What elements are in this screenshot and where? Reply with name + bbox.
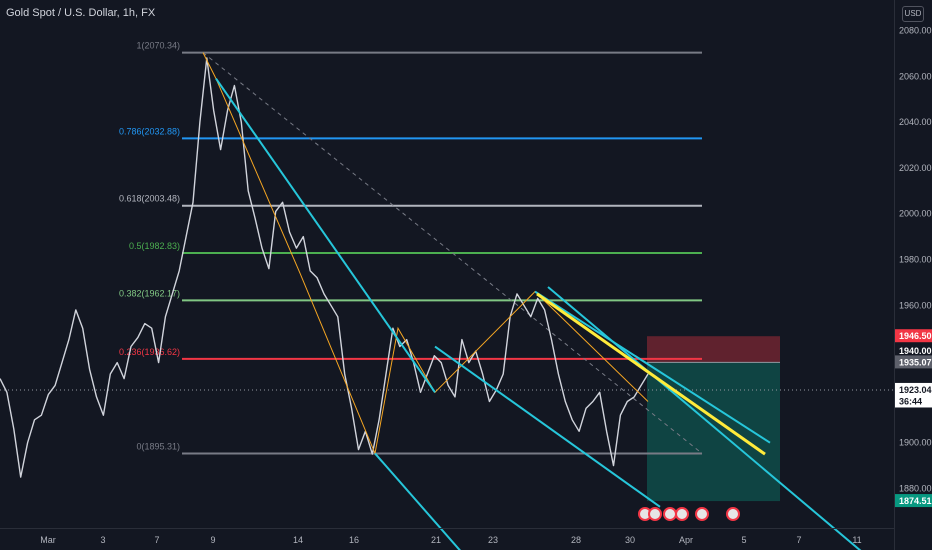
price-label-text: 1923.04 [899, 385, 932, 395]
fib-level-label: 0.5(1982.83) [129, 241, 180, 251]
time-tick-label: 3 [100, 535, 105, 545]
time-tick-label: 11 [852, 535, 861, 545]
fib-trend-line [202, 52, 703, 454]
price-tick-label: 1900.00 [899, 438, 932, 448]
price-label-text: 1935.07 [899, 357, 932, 367]
price-tick-label: 2000.00 [899, 209, 932, 219]
price-tick-label: 1880.00 [899, 484, 932, 494]
chart-title: Gold Spot / U.S. Dollar, 1h, FX [6, 7, 156, 19]
price-label-box [895, 382, 932, 396]
fib-level-label: 0.618(2003.48) [119, 194, 180, 204]
time-tick-label: 7 [154, 535, 159, 545]
channel-line [434, 345, 661, 508]
drawings[interactable] [202, 52, 890, 550]
trend-line [536, 292, 766, 456]
price-tick-label: 2080.00 [899, 26, 932, 36]
economic-event-icon [663, 507, 677, 521]
price-label-box [895, 394, 932, 408]
price-label-text: 1946.50 [899, 331, 932, 341]
economic-event-icon [675, 507, 689, 521]
time-tick-label: 9 [210, 535, 215, 545]
event-icons[interactable] [638, 507, 740, 521]
channel-line [374, 452, 461, 550]
price-line [0, 57, 649, 478]
price-label-box [895, 355, 932, 369]
price-label-text: 36:44 [899, 396, 922, 406]
fib-level-label: 0(1895.31) [136, 441, 180, 451]
time-tick-label: Mar [40, 535, 56, 545]
channel-line [215, 78, 436, 393]
fib-level-label: 1(2070.34) [136, 41, 180, 51]
price-axis[interactable]: 1880.001900.001920.001940.001960.001980.… [894, 0, 932, 550]
price-label-box [895, 329, 932, 343]
fib-level-label: 0.236(1936.62) [119, 347, 180, 357]
price-series [0, 57, 894, 478]
price-tick-label: 2060.00 [899, 71, 932, 81]
reward-zone [647, 362, 780, 502]
time-tick-label: Apr [679, 535, 693, 545]
zigzag-pattern [202, 52, 649, 456]
currency-button[interactable]: USD [902, 6, 924, 22]
economic-event-icon [695, 507, 709, 521]
time-tick-label: 14 [293, 535, 303, 545]
time-tick-label: 7 [796, 535, 801, 545]
channel-line [547, 286, 862, 550]
fibonacci-retracement[interactable]: 1(2070.34) 0.786(2032.88) 0.618(2003.48) 0.… [119, 41, 703, 455]
channel-line [534, 290, 771, 444]
time-tick-label: 21 [431, 535, 441, 545]
price-tick-label: 1980.00 [899, 255, 932, 265]
time-tick-label: 5 [741, 535, 746, 545]
time-axis[interactable]: Mar 3 7 9 14 16 21 23 28 30 Apr 5 7 11 [0, 528, 894, 546]
price-tick-label: 2020.00 [899, 163, 932, 173]
price-tick-label: 2040.00 [899, 117, 932, 127]
fib-level-label: 0.382(1962.17) [119, 288, 180, 298]
price-label-box [895, 344, 932, 358]
price-label-text: 1874.51 [899, 496, 932, 506]
time-tick-label: 30 [625, 535, 635, 545]
time-tick-label: 16 [349, 535, 359, 545]
price-tick-label: 1960.00 [899, 300, 932, 310]
economic-event-icon [726, 507, 740, 521]
time-tick-label: 28 [571, 535, 581, 545]
time-tick-label: 23 [488, 535, 498, 545]
price-label-text: 1940.00 [899, 346, 932, 356]
fib-level-label: 0.786(2032.88) [119, 126, 180, 136]
price-label-box [895, 494, 932, 508]
economic-event-icon [648, 507, 662, 521]
